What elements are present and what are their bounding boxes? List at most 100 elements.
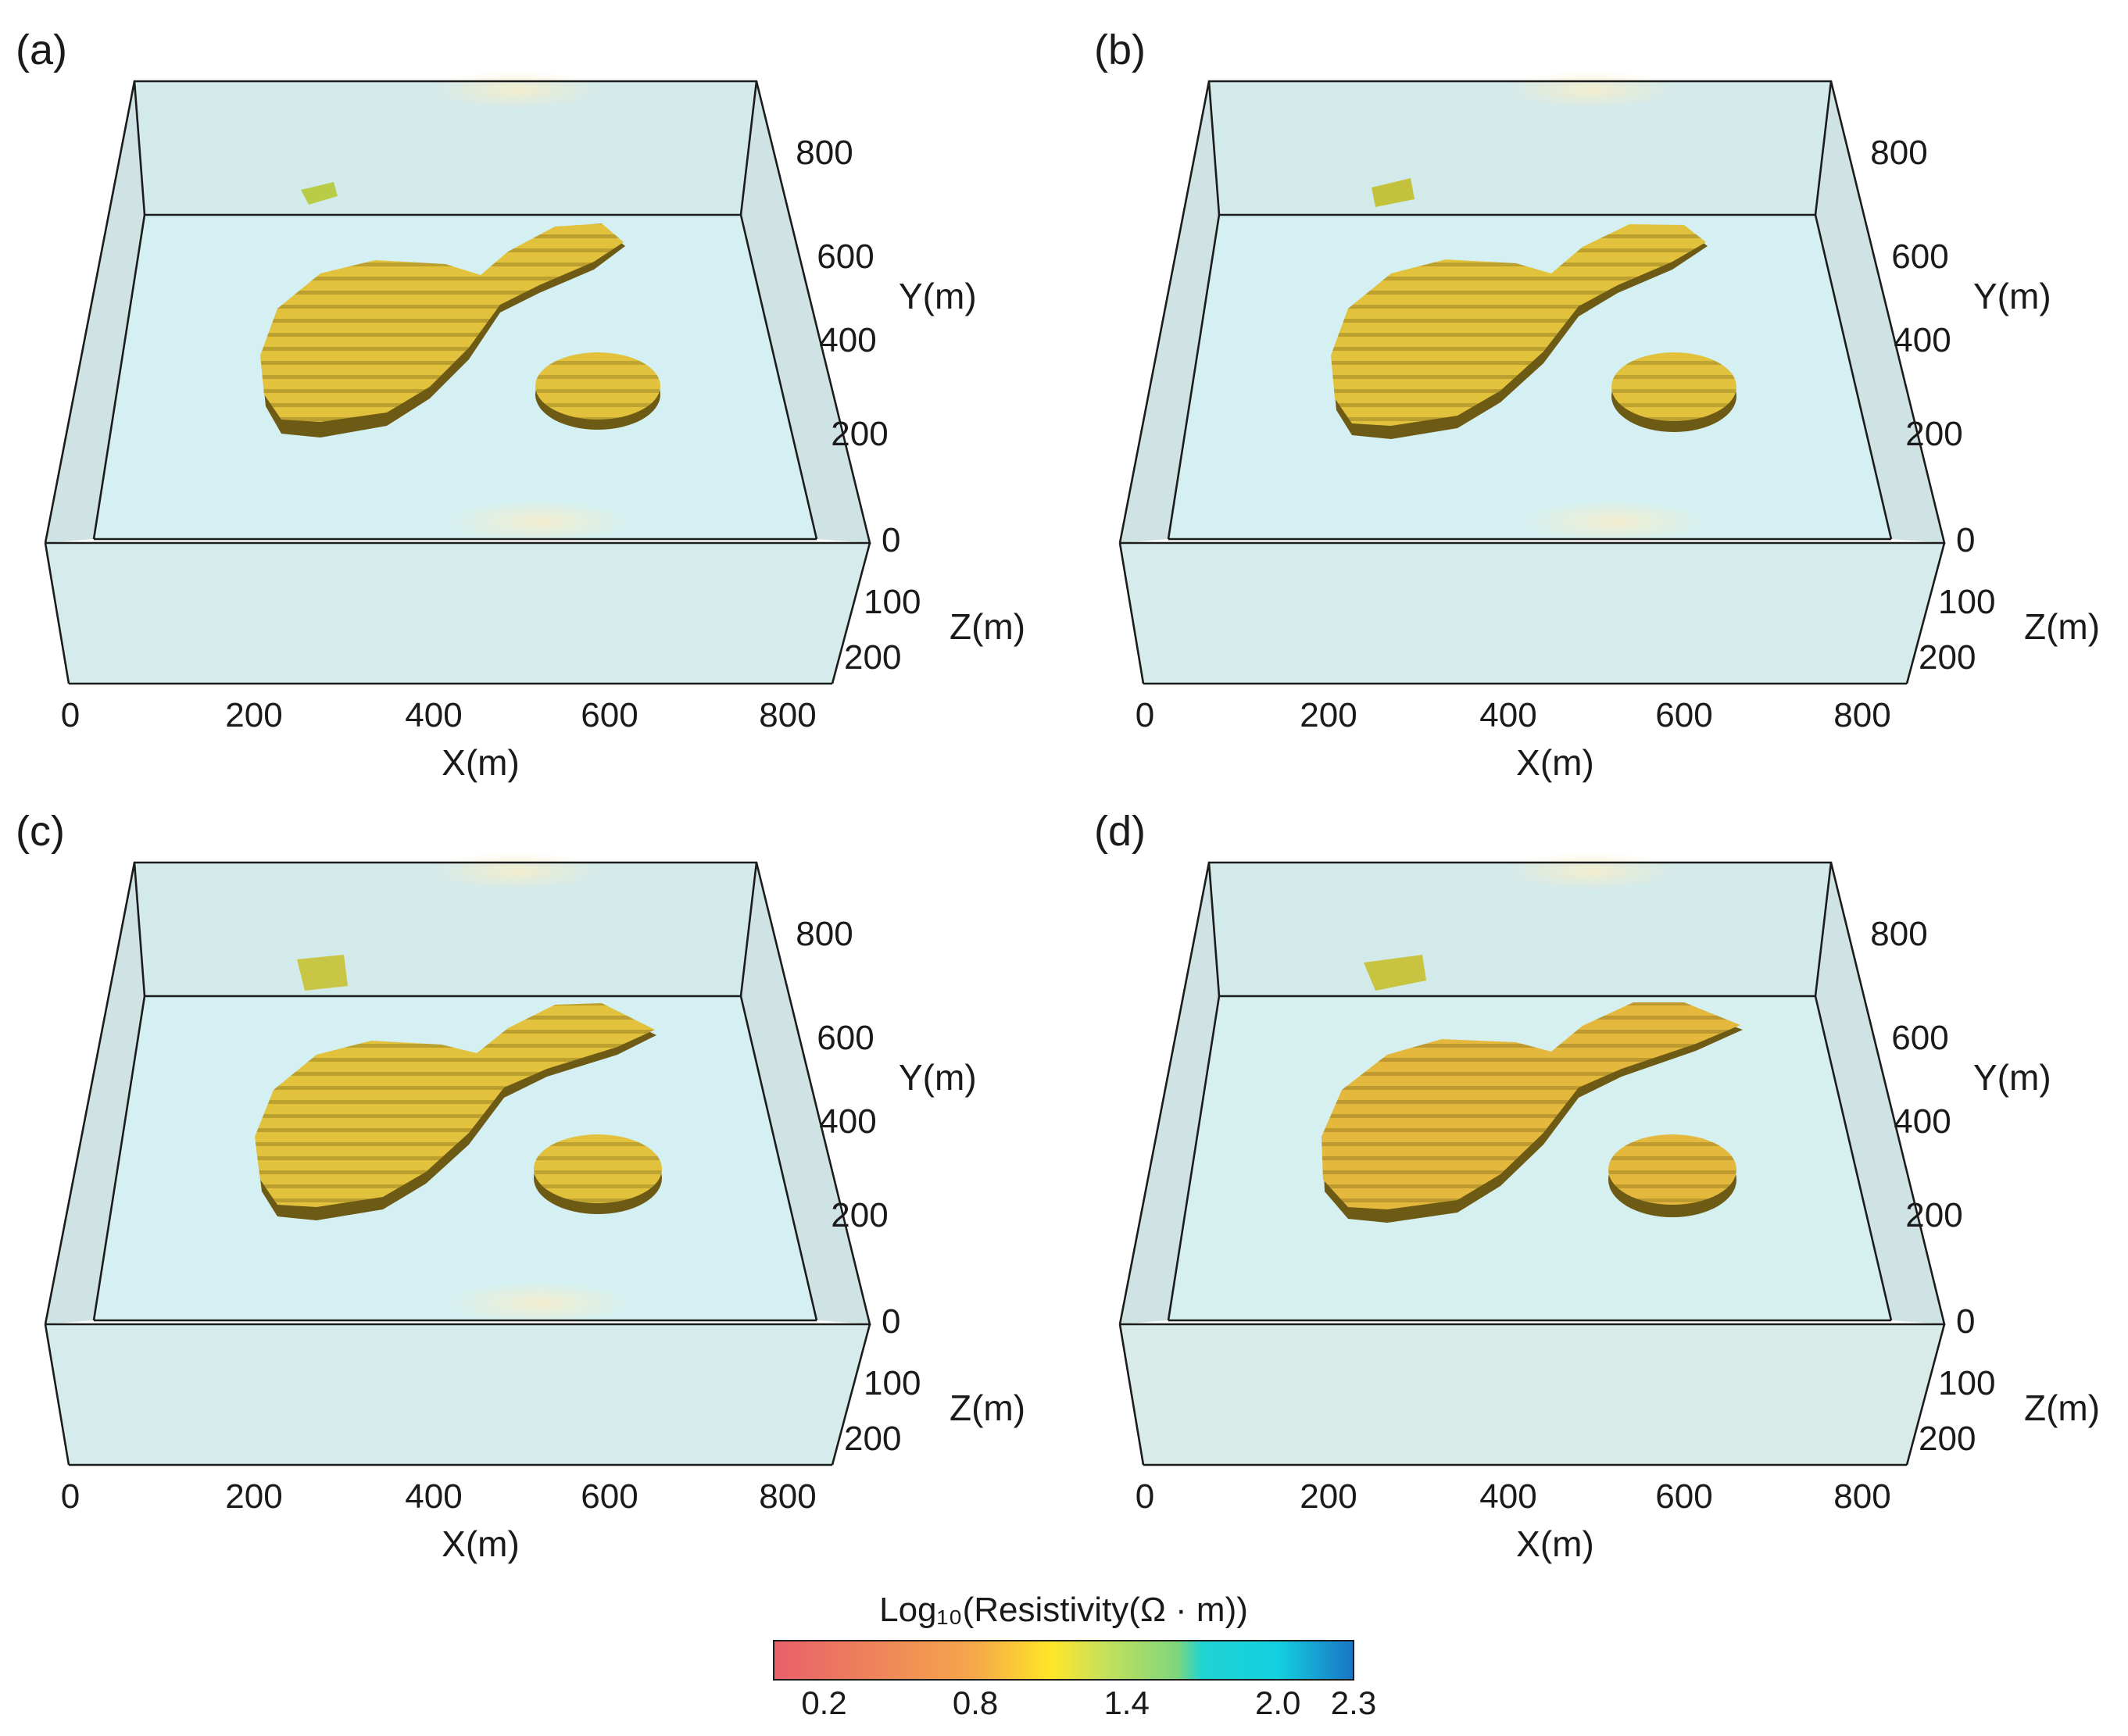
colorbar-tick-label: 1.4 xyxy=(1103,1684,1149,1721)
y-tick: 600 xyxy=(1891,238,1948,276)
z-tick: 100 xyxy=(864,583,921,621)
front-face xyxy=(1120,1324,1944,1465)
back-face xyxy=(1209,863,1831,996)
x-axis: 0 200 400 600 800 X(m) xyxy=(61,1477,817,1564)
main-anomaly-steps xyxy=(260,223,624,422)
z-tick: 0 xyxy=(1956,521,1975,559)
front-face xyxy=(45,543,870,684)
y-axis-label: Y(m) xyxy=(1973,1057,2051,1098)
x-tick: 200 xyxy=(1300,1477,1357,1516)
model-box xyxy=(44,70,871,685)
z-axis: 0 100 200 Z(m) xyxy=(1919,521,2100,677)
surface-hotspot xyxy=(1504,852,1676,891)
right-face xyxy=(741,863,870,1324)
z-axis: 0 100 200 Z(m) xyxy=(844,1302,1025,1458)
small-anomaly xyxy=(1372,178,1414,207)
z-tick: 100 xyxy=(1938,583,1995,621)
surface-hotspot xyxy=(1520,500,1708,544)
x-tick: 600 xyxy=(581,1477,638,1516)
y-axis: 200 400 600 800 Y(m) xyxy=(1870,134,2051,453)
panel-a: (a) xyxy=(16,27,1025,783)
main-anomaly-steps xyxy=(255,1003,655,1207)
main-anomaly-steps xyxy=(1331,224,1706,426)
box-edges xyxy=(1118,80,1946,685)
y-tick: 400 xyxy=(819,1102,876,1141)
y-axis-label: Y(m) xyxy=(899,1057,977,1098)
x-tick: 800 xyxy=(759,1477,816,1516)
small-anomaly xyxy=(301,182,338,205)
colorbar: Log₁₀(Resistivity(Ω · m)) 0.2 0.8 1.4 2.0 2.… xyxy=(773,1591,1376,1721)
y-tick: 200 xyxy=(831,415,888,453)
z-axis-label: Z(m) xyxy=(2024,606,2100,647)
surface-hotspot xyxy=(445,500,633,544)
x-tick: 200 xyxy=(225,1477,282,1516)
main-anomaly-steps xyxy=(1322,1002,1740,1209)
x-tick: 400 xyxy=(405,696,462,734)
left-face xyxy=(45,81,145,543)
model-box xyxy=(1118,852,1946,1466)
y-axis-label: Y(m) xyxy=(1973,276,2051,316)
z-axis: 0 100 200 Z(m) xyxy=(844,521,1025,677)
x-tick: 800 xyxy=(759,696,816,734)
panel-label: (d) xyxy=(1094,808,1146,855)
y-axis: 200 400 600 800 Y(m) xyxy=(796,915,976,1234)
model-box xyxy=(1118,70,1946,685)
x-tick: 800 xyxy=(1833,696,1890,734)
round-anomaly-steps xyxy=(1611,352,1736,421)
round-anomaly-steps xyxy=(1608,1134,1736,1205)
right-face xyxy=(1815,81,1944,543)
surface-hotspot xyxy=(1504,70,1676,109)
colorbar-tick-label: 2.0 xyxy=(1255,1684,1300,1721)
x-axis: 0 200 400 600 800 X(m) xyxy=(1136,1477,1891,1564)
box-edges xyxy=(44,861,871,1466)
x-axis-label: X(m) xyxy=(442,1523,520,1564)
y-axis-label: Y(m) xyxy=(899,276,977,316)
front-face xyxy=(1120,543,1944,684)
panel-label: (a) xyxy=(16,27,67,73)
anomaly-bodies xyxy=(1322,955,1743,1223)
colorbar-tick-label: 0.8 xyxy=(953,1684,998,1721)
top-face xyxy=(94,996,817,1320)
right-face xyxy=(741,81,870,543)
top-face xyxy=(1168,996,1891,1320)
x-axis: 0 200 400 600 800 X(m) xyxy=(61,696,817,783)
y-tick: 400 xyxy=(1894,1102,1951,1141)
x-tick: 600 xyxy=(1655,696,1712,734)
x-axis-label: X(m) xyxy=(442,742,520,783)
box-edges xyxy=(1118,861,1946,1466)
panel-label: (b) xyxy=(1094,27,1146,73)
x-axis-label: X(m) xyxy=(1516,742,1594,783)
x-tick: 0 xyxy=(1136,1477,1154,1516)
colorbar-ticks: 0.2 0.8 1.4 2.0 2.3 xyxy=(801,1684,1376,1721)
z-tick: 100 xyxy=(864,1364,921,1402)
top-face xyxy=(1168,215,1891,539)
colorbar-gradient xyxy=(773,1640,1354,1681)
z-tick: 200 xyxy=(844,1420,901,1458)
back-face xyxy=(134,863,756,996)
z-tick: 0 xyxy=(882,1302,900,1341)
panel-b: (b) xyxy=(1094,27,2100,783)
colorbar-tick-label: 2.3 xyxy=(1331,1684,1376,1721)
round-anomaly-steps xyxy=(535,352,660,420)
y-tick: 400 xyxy=(1894,321,1951,359)
colorbar-tick-label: 0.2 xyxy=(801,1684,846,1721)
x-tick: 200 xyxy=(1300,696,1357,734)
z-axis: 0 100 200 Z(m) xyxy=(1919,1302,2100,1458)
right-face xyxy=(1815,863,1944,1324)
z-axis-label: Z(m) xyxy=(2024,1388,2100,1428)
anomaly-bodies xyxy=(255,955,662,1220)
left-face xyxy=(1120,863,1219,1324)
y-tick: 600 xyxy=(817,238,874,276)
left-face xyxy=(45,863,145,1324)
y-axis: 200 400 600 800 Y(m) xyxy=(796,134,976,453)
y-tick: 600 xyxy=(1891,1019,1948,1057)
y-tick: 800 xyxy=(1870,915,1927,953)
y-axis: 200 400 600 800 Y(m) xyxy=(1870,915,2051,1234)
y-tick: 200 xyxy=(1905,1196,1962,1234)
anomaly-bodies xyxy=(1331,178,1736,439)
x-tick: 600 xyxy=(1655,1477,1712,1516)
x-tick: 0 xyxy=(61,696,80,734)
x-axis: 0 200 400 600 800 X(m) xyxy=(1136,696,1891,783)
panel-c: (c) xyxy=(16,808,1025,1564)
model-box xyxy=(44,852,871,1466)
